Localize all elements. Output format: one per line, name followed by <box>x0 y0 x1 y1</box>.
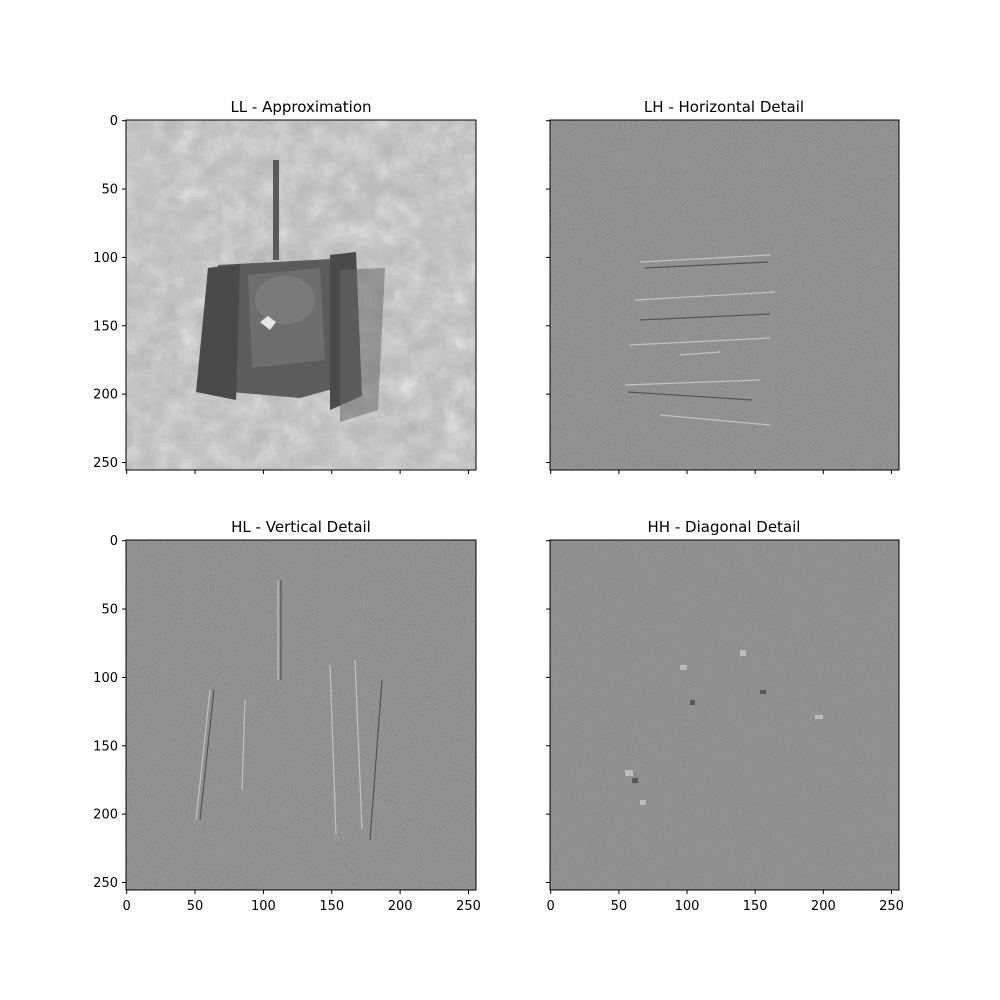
image-ll <box>126 120 476 470</box>
y-tick-label: 200 <box>93 808 118 823</box>
y-tick-label: 200 <box>93 388 118 403</box>
x-tick-label: 150 <box>743 899 768 914</box>
y-tick-label: 0 <box>110 534 118 549</box>
x-tick-label: 50 <box>611 899 628 914</box>
image-lh <box>550 120 899 470</box>
y-tick-label: 250 <box>93 456 118 471</box>
x-tick-label: 0 <box>123 899 131 914</box>
y-tick-label: 0 <box>110 114 118 129</box>
image-hl <box>126 540 476 890</box>
y-tick-label: 250 <box>93 876 118 891</box>
x-tick-label: 200 <box>811 899 836 914</box>
panel-title: LL - Approximation <box>230 98 371 116</box>
axis-ticks: 0 50 100 150 200 250 0 50 100 150 200 250 0 50 100 150 2… <box>93 114 904 914</box>
y-tick-label: 50 <box>101 183 118 198</box>
x-tick-label: 150 <box>319 899 344 914</box>
x-tick-label: 250 <box>879 899 904 914</box>
x-tick-label: 100 <box>251 899 276 914</box>
panel-title: HL - Vertical Detail <box>231 518 371 536</box>
panel-lh: LH - Horizontal Detail <box>549 98 900 471</box>
panel-title: LH - Horizontal Detail <box>644 98 804 116</box>
panel-title: HH - Diagonal Detail <box>648 518 801 536</box>
y-tick-label: 100 <box>93 671 118 686</box>
x-tick-label: 100 <box>675 899 700 914</box>
y-tick-label: 150 <box>93 319 118 334</box>
image-hh <box>550 540 899 890</box>
panel-hh: HH - Diagonal Detail <box>549 518 900 891</box>
star-icon <box>260 316 276 330</box>
panel-ll: LL - Approximation <box>125 98 477 471</box>
y-tick-label: 50 <box>101 603 118 618</box>
x-tick-label: 200 <box>388 899 413 914</box>
x-tick-label: 250 <box>456 899 481 914</box>
x-tick-label: 50 <box>187 899 204 914</box>
y-tick-label: 150 <box>93 739 118 754</box>
y-tick-label: 100 <box>93 251 118 266</box>
panel-hl: HL - Vertical Detail <box>125 518 477 891</box>
tank-shape <box>196 160 385 422</box>
x-tick-label: 0 <box>547 899 555 914</box>
